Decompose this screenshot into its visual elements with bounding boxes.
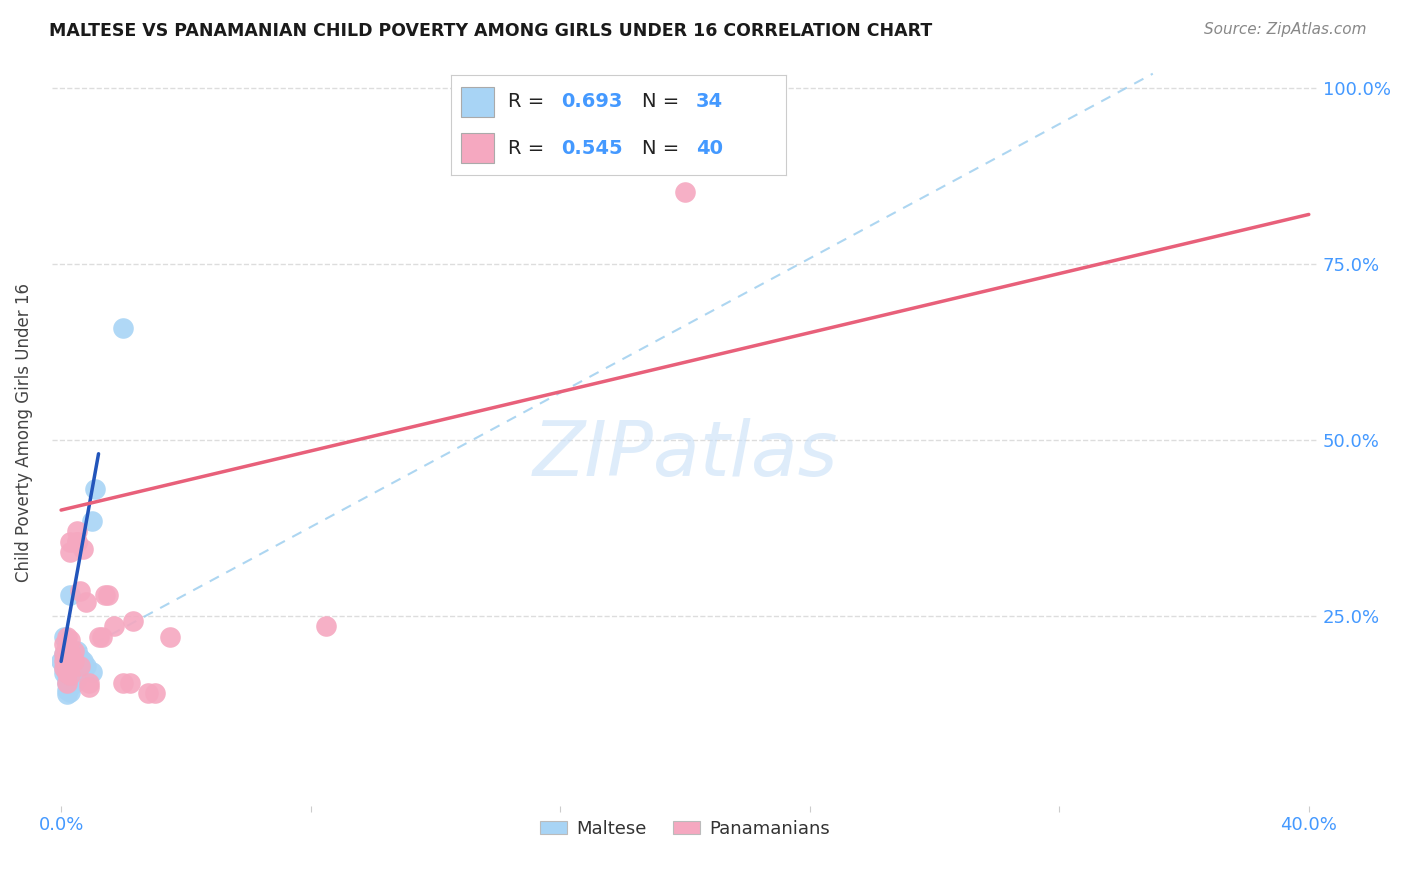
Point bbox=[56, 688, 79, 702]
Point bbox=[56, 640, 79, 655]
Point bbox=[53, 630, 76, 644]
Point bbox=[75, 594, 97, 608]
Point bbox=[66, 659, 89, 673]
Point bbox=[103, 619, 125, 633]
Point bbox=[82, 665, 104, 679]
Point bbox=[673, 185, 696, 199]
Point bbox=[59, 665, 82, 679]
Point bbox=[69, 661, 91, 675]
Point bbox=[59, 668, 82, 682]
Point bbox=[59, 534, 82, 549]
Point bbox=[69, 659, 91, 673]
Point bbox=[56, 675, 79, 690]
Point bbox=[56, 657, 79, 672]
Point bbox=[94, 588, 117, 602]
Point bbox=[121, 615, 143, 629]
Point bbox=[62, 644, 84, 658]
Point bbox=[56, 637, 79, 651]
Point bbox=[112, 321, 135, 335]
Point bbox=[82, 514, 104, 528]
Point bbox=[90, 630, 112, 644]
Legend: Maltese, Panamanians: Maltese, Panamanians bbox=[533, 813, 838, 846]
Point bbox=[143, 686, 166, 700]
Point bbox=[56, 654, 79, 668]
Point bbox=[62, 654, 84, 668]
Point bbox=[315, 619, 337, 633]
Point bbox=[53, 648, 76, 662]
Point bbox=[72, 541, 94, 556]
Point bbox=[59, 684, 82, 698]
Point bbox=[69, 651, 91, 665]
Point bbox=[66, 644, 89, 658]
Point bbox=[59, 645, 82, 659]
Point bbox=[66, 534, 89, 549]
Point bbox=[59, 588, 82, 602]
Point bbox=[59, 545, 82, 559]
Point bbox=[72, 654, 94, 668]
Point bbox=[69, 584, 91, 599]
Point bbox=[56, 682, 79, 697]
Point bbox=[66, 524, 89, 539]
Point bbox=[59, 675, 82, 690]
Point bbox=[56, 675, 79, 690]
Point bbox=[53, 661, 76, 675]
Point bbox=[56, 630, 79, 644]
Point bbox=[59, 681, 82, 695]
Point bbox=[62, 675, 84, 690]
Point bbox=[56, 666, 79, 681]
Text: ZIPatlas: ZIPatlas bbox=[533, 418, 838, 492]
Point bbox=[59, 657, 82, 671]
Point bbox=[53, 654, 76, 668]
Point bbox=[56, 648, 79, 662]
Point bbox=[87, 630, 110, 644]
Point bbox=[75, 659, 97, 673]
Point bbox=[66, 534, 89, 549]
Point bbox=[66, 671, 89, 685]
Point bbox=[77, 681, 100, 695]
Point bbox=[62, 668, 84, 682]
Point bbox=[84, 482, 107, 496]
Point bbox=[138, 686, 160, 700]
Point bbox=[62, 648, 84, 662]
Point bbox=[53, 648, 76, 662]
Text: MALTESE VS PANAMANIAN CHILD POVERTY AMONG GIRLS UNDER 16 CORRELATION CHART: MALTESE VS PANAMANIAN CHILD POVERTY AMON… bbox=[49, 22, 932, 40]
Y-axis label: Child Poverty Among Girls Under 16: Child Poverty Among Girls Under 16 bbox=[15, 283, 32, 582]
Point bbox=[97, 588, 120, 602]
Point bbox=[112, 675, 135, 690]
Point bbox=[59, 654, 82, 668]
Point bbox=[56, 664, 79, 678]
Point bbox=[77, 675, 100, 690]
Point bbox=[59, 633, 82, 648]
Point bbox=[53, 661, 76, 675]
Point bbox=[56, 671, 79, 685]
Point bbox=[62, 657, 84, 672]
Point bbox=[59, 644, 82, 658]
Point bbox=[49, 654, 72, 668]
Point bbox=[53, 666, 76, 681]
Point bbox=[53, 637, 76, 651]
Point bbox=[159, 630, 181, 644]
Text: Source: ZipAtlas.com: Source: ZipAtlas.com bbox=[1204, 22, 1367, 37]
Point bbox=[118, 675, 141, 690]
